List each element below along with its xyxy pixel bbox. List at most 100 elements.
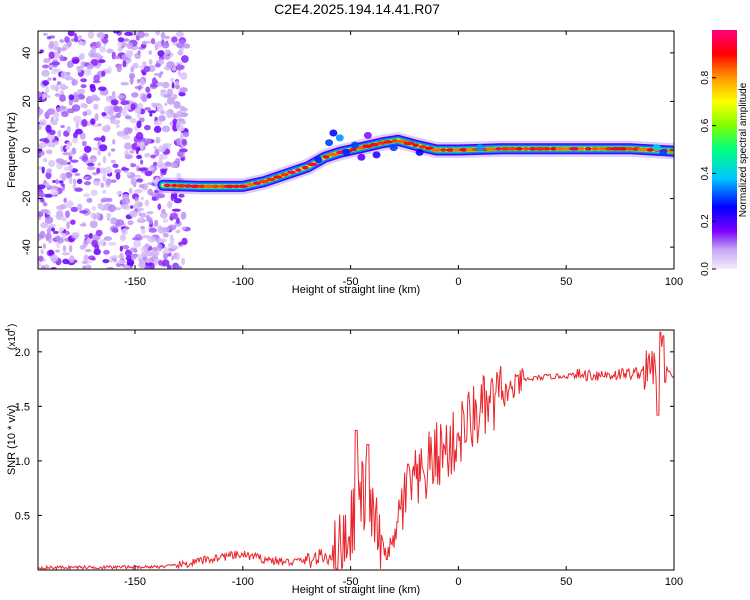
noise-blob: [74, 35, 79, 43]
noise-blob: [81, 155, 89, 163]
noise-blob: [144, 152, 151, 158]
noise-blob: [134, 85, 144, 90]
noise-blob: [154, 148, 160, 157]
noise-blob: [86, 197, 93, 203]
noise-blob: [38, 108, 44, 116]
noise-blob: [57, 210, 64, 217]
ridge-core: [563, 147, 572, 151]
ridge-core: [322, 155, 330, 159]
noise-blob: [100, 198, 107, 203]
y-tick-label: 20: [21, 95, 33, 107]
noise-blob: [145, 86, 151, 93]
noise-blob: [162, 232, 169, 238]
snr-scale-exponent: 4: [5, 328, 12, 332]
ridge-core: [485, 147, 498, 151]
spectrogram-y-ticks: -40 -20 0 20 40: [21, 47, 674, 255]
noise-blob: [150, 84, 159, 88]
noise-blob: [178, 91, 186, 97]
noise-blob: [95, 212, 101, 220]
colorbar-tick-label: 0.6: [700, 118, 711, 132]
ridge-core: [327, 152, 339, 157]
noise-blob: [176, 63, 182, 71]
noise-blob: [87, 166, 96, 171]
noise-blob: [134, 189, 143, 194]
noise-blob: [139, 141, 145, 150]
noise-blob: [125, 51, 133, 58]
noise-blob: [42, 32, 48, 37]
snr-y-ticks: 0.5 1.0 1.5 2.0: [15, 347, 674, 522]
noise-blob: [117, 259, 126, 265]
x-tick-label: -50: [343, 276, 359, 288]
noise-blob: [158, 145, 167, 153]
noise-blob: [95, 41, 102, 49]
noise-blob: [111, 227, 118, 233]
noise-blob: [136, 254, 144, 260]
noise-blob: [92, 97, 101, 101]
noise-blob: [158, 259, 163, 266]
noise-blob: [98, 123, 102, 127]
snr-frame: [37, 329, 675, 571]
noise-blob: [137, 50, 141, 55]
noise-blob: [81, 119, 88, 127]
noise-blob: [71, 38, 75, 42]
noise-blob: [153, 257, 159, 266]
ridge-core: [550, 147, 558, 151]
noise-blob: [82, 265, 86, 269]
ridge-core: [189, 184, 201, 189]
noise-blob: [97, 149, 102, 156]
noise-blob: [120, 167, 130, 171]
noise-blob: [93, 74, 100, 83]
noise-blob: [68, 164, 74, 172]
noise-blob: [149, 112, 153, 117]
noise-blob: [49, 185, 59, 190]
spectrogram-y-axis-label: Frequency (Hz): [6, 112, 18, 188]
ridge-core: [515, 147, 523, 151]
noise-blob: [84, 264, 92, 269]
noise-blob: [162, 81, 170, 89]
noise-blob: [153, 120, 162, 126]
noise-blob: [81, 260, 88, 265]
noise-blob: [80, 84, 87, 89]
noise-blob: [181, 226, 186, 230]
ridge-core: [616, 147, 629, 151]
ridge-core: [534, 147, 546, 151]
ridge-core: [445, 148, 455, 152]
noise-blob: [67, 108, 76, 114]
noise-blob: [85, 62, 90, 66]
noise-blob: [39, 138, 48, 142]
noise-blob: [62, 152, 71, 156]
ridge-core: [597, 147, 607, 151]
ridge-core: [362, 144, 373, 148]
noise-blob: [148, 217, 153, 225]
noise-blob: [137, 167, 146, 172]
colorbar-gradient: [712, 30, 737, 269]
ridge-scatter: [335, 134, 344, 142]
noise-blob: [121, 134, 131, 140]
noise-blob: [134, 174, 142, 178]
noise-blob: [139, 117, 145, 123]
noise-blob: [122, 38, 130, 42]
noise-blob: [162, 226, 170, 233]
noise-blob: [128, 187, 133, 195]
noise-blob: [105, 166, 112, 174]
noise-blob: [125, 249, 130, 254]
noise-blob: [94, 244, 100, 251]
noise-blob: [120, 203, 129, 209]
noise-blob: [180, 132, 184, 139]
noise-blob: [105, 178, 112, 186]
noise-blob: [80, 78, 87, 83]
noise-blob: [133, 240, 142, 248]
noise-blob: [45, 234, 50, 242]
ridge-core: [176, 184, 187, 188]
noise-blob: [80, 61, 85, 69]
x-tick-label: -100: [232, 276, 254, 288]
noise-blob: [163, 94, 172, 98]
noise-blob: [45, 86, 50, 94]
noise-blob: [78, 54, 84, 61]
noise-blob: [60, 145, 64, 153]
noise-blob: [83, 193, 90, 198]
noise-blob: [101, 125, 110, 133]
noise-blob: [47, 226, 52, 230]
ridge-core: [232, 184, 240, 189]
noise-blob: [144, 170, 153, 177]
